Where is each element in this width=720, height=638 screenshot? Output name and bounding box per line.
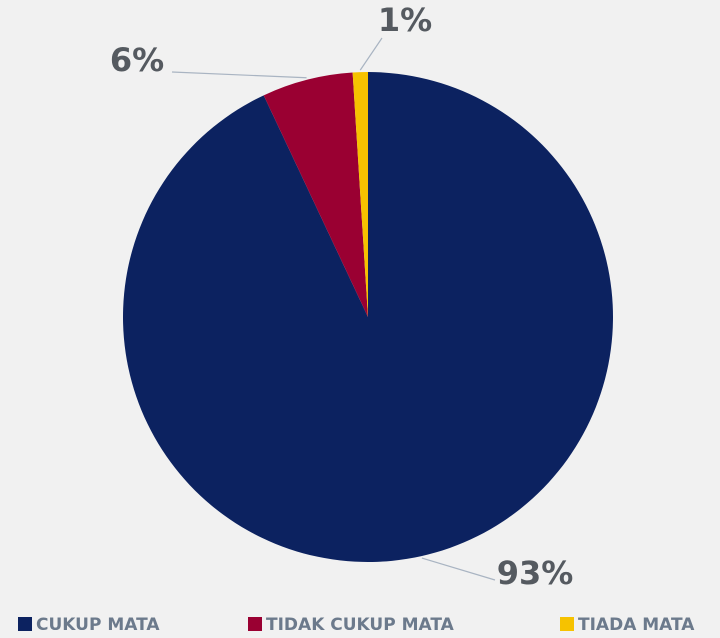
legend-swatch bbox=[248, 617, 262, 631]
legend-swatch bbox=[18, 617, 32, 631]
legend-swatch bbox=[560, 617, 574, 631]
legend-label: TIADA MATA bbox=[578, 615, 695, 635]
legend-label: CUKUP MATA bbox=[36, 615, 160, 635]
data-label: 93% bbox=[497, 554, 574, 592]
pie-slice bbox=[263, 72, 368, 317]
data-label: 6% bbox=[110, 41, 164, 79]
legend-label: TIDAK CUKUP MATA bbox=[266, 615, 455, 635]
leader-line bbox=[359, 37, 383, 71]
data-label: 1% bbox=[378, 1, 432, 39]
leader-line bbox=[421, 557, 496, 581]
leader-line bbox=[171, 71, 307, 79]
pie-slice bbox=[352, 72, 368, 317]
